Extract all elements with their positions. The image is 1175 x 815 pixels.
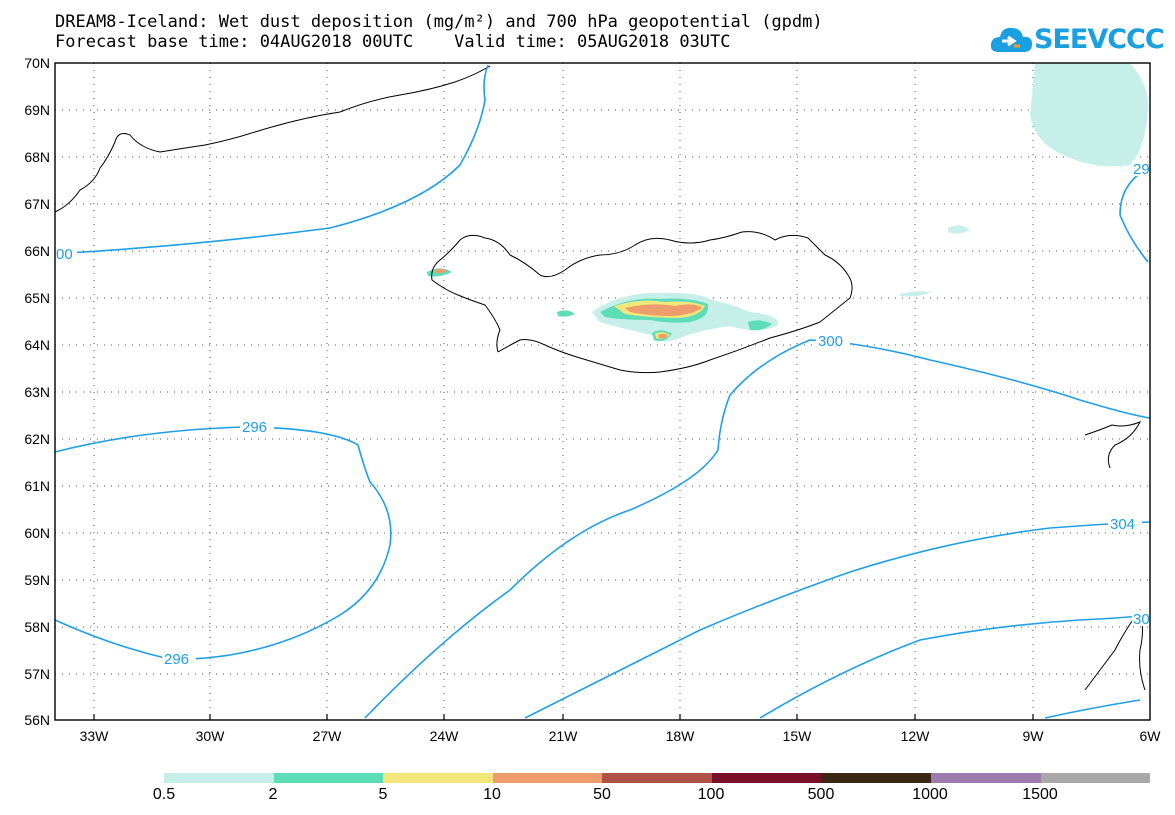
lon-label: 15W — [783, 728, 813, 744]
lon-label: 24W — [430, 728, 460, 744]
contour-label: 29 — [1133, 161, 1150, 178]
contour-label: 304 — [1110, 516, 1135, 533]
legend-label: 1500 — [1022, 786, 1058, 803]
lat-label: 56N — [24, 712, 50, 728]
lat-label: 69N — [24, 102, 50, 118]
legend-label: 10 — [483, 786, 501, 803]
lat-label: 60N — [24, 525, 50, 541]
map-frame — [54, 62, 1151, 721]
lat-label: 57N — [24, 666, 50, 682]
contour-label: 296 — [242, 419, 267, 436]
geopotential-contours — [54, 64, 1151, 719]
map-title: DREAM8-Iceland: Wet dust deposition (mg/… — [55, 12, 823, 32]
lat-label: 61N — [24, 478, 50, 494]
lon-label: 27W — [313, 728, 343, 744]
legend-label: 100 — [697, 786, 725, 803]
legend-swatch — [602, 773, 712, 783]
legend-swatch — [711, 773, 822, 783]
contour-label: 300 — [818, 333, 843, 350]
legend-swatch — [1040, 773, 1151, 783]
dust-deposition-field — [427, 63, 1149, 342]
cloud-icon — [990, 27, 1032, 52]
color-scale-legend — [164, 773, 1151, 783]
coastlines — [54, 65, 1146, 691]
lon-label: 18W — [666, 728, 696, 744]
contour-label: 00 — [56, 246, 73, 263]
lon-label: 12W — [901, 728, 931, 744]
lat-label: 67N — [24, 196, 50, 212]
contour-label: 296 — [164, 651, 189, 668]
legend-label: 1000 — [912, 786, 948, 803]
map-subtitle-times: Forecast base time: 04AUG2018 00UTC Vali… — [55, 32, 731, 52]
legend-label: 50 — [593, 786, 611, 803]
lat-label: 68N — [24, 149, 50, 165]
legend-swatch — [383, 773, 493, 783]
lon-label: 21W — [549, 728, 579, 744]
lat-label: 62N — [24, 431, 50, 447]
legend-swatch — [273, 773, 384, 783]
lon-label: 6W — [1140, 728, 1162, 744]
legend-label: 5 — [378, 786, 388, 803]
lat-label: 59N — [24, 572, 50, 588]
legend-swatch — [930, 773, 1041, 783]
legend-swatch — [821, 773, 931, 783]
lat-label: 66N — [24, 243, 50, 259]
lon-label: 30W — [196, 728, 226, 744]
lon-label: 9W — [1023, 728, 1045, 744]
legend-swatch — [492, 773, 603, 783]
legend-label: 500 — [807, 786, 835, 803]
legend-swatch — [164, 773, 274, 783]
lat-label: 65N — [24, 290, 50, 306]
legend-label: 2 — [268, 786, 278, 803]
lat-label: 58N — [24, 619, 50, 635]
seevccc-logo: SEEVCCC — [990, 22, 1170, 58]
contour-label: 30 — [1133, 611, 1150, 628]
legend-label: 0.5 — [152, 786, 176, 803]
graticule — [55, 63, 1150, 720]
lat-label: 64N — [24, 337, 50, 353]
lon-label: 33W — [80, 728, 110, 744]
lat-label: 63N — [24, 384, 50, 400]
lat-label: 70N — [24, 55, 50, 71]
logo-text: SEEVCCC — [1034, 24, 1165, 55]
